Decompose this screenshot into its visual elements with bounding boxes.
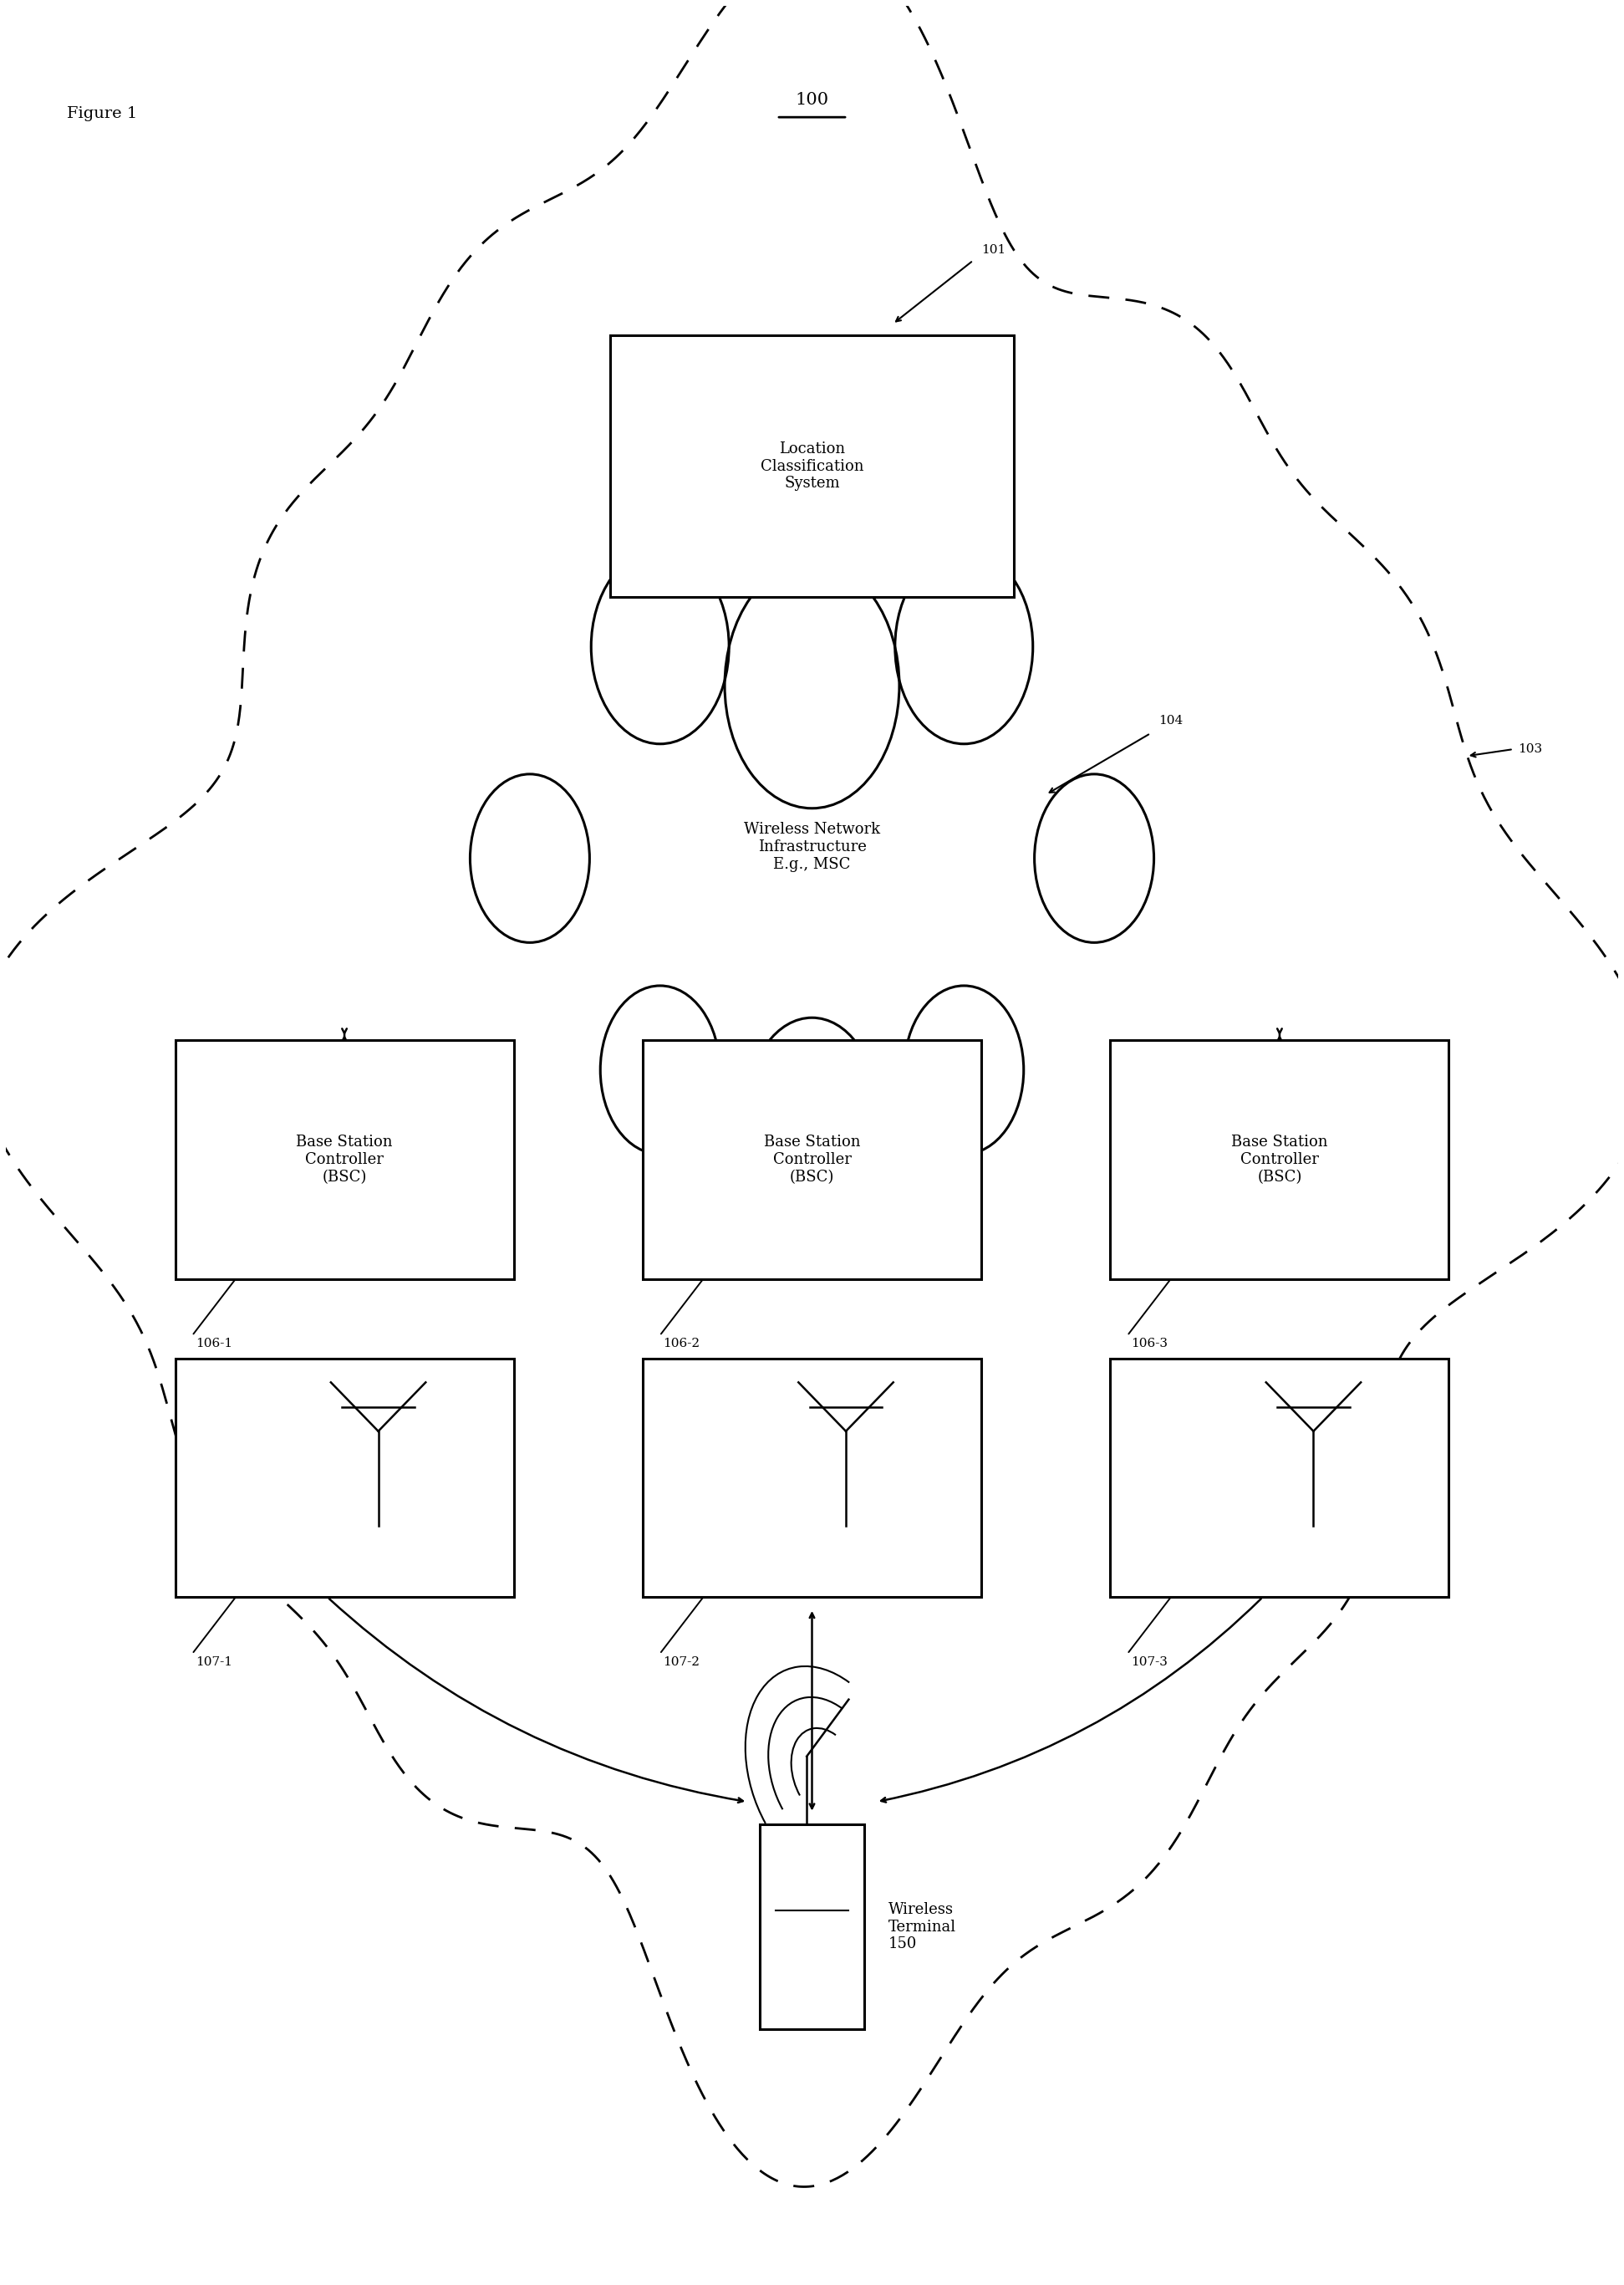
Text: Base Station
Controller
(BSC): Base Station Controller (BSC) — [763, 1136, 861, 1184]
FancyBboxPatch shape — [175, 1360, 513, 1597]
FancyBboxPatch shape — [643, 1360, 981, 1597]
Text: 107-3: 107-3 — [1130, 1657, 1168, 1668]
Text: 104: 104 — [1158, 715, 1184, 727]
Circle shape — [591, 548, 729, 745]
Circle shape — [469, 775, 590, 941]
Circle shape — [724, 562, 900, 809]
FancyBboxPatch shape — [760, 1823, 864, 2029]
Text: Base Station
Controller
(BSC): Base Station Controller (BSC) — [296, 1136, 393, 1184]
Text: Base Station
Controller
(BSC): Base Station Controller (BSC) — [1231, 1136, 1328, 1184]
FancyBboxPatch shape — [643, 1040, 981, 1280]
Text: Location
Classification
System: Location Classification System — [760, 441, 864, 491]
FancyBboxPatch shape — [175, 1040, 513, 1280]
Text: 106-1: 106-1 — [195, 1339, 232, 1350]
Circle shape — [1034, 775, 1155, 941]
Text: 103: 103 — [1518, 743, 1543, 754]
Text: Figure 1: Figure 1 — [67, 105, 138, 121]
Text: 107-1: 107-1 — [195, 1657, 232, 1668]
Circle shape — [895, 548, 1033, 745]
Text: 101: 101 — [981, 244, 1005, 256]
FancyBboxPatch shape — [1111, 1040, 1449, 1280]
FancyBboxPatch shape — [1111, 1360, 1449, 1597]
Text: 106-3: 106-3 — [1130, 1339, 1168, 1350]
Text: 107-2: 107-2 — [663, 1657, 700, 1668]
Circle shape — [905, 985, 1023, 1154]
FancyBboxPatch shape — [611, 336, 1013, 596]
Circle shape — [747, 1017, 877, 1200]
Circle shape — [601, 985, 719, 1154]
Text: 106-2: 106-2 — [663, 1339, 700, 1350]
Text: Wireless Network
Infrastructure
E.g., MSC: Wireless Network Infrastructure E.g., MS… — [744, 823, 880, 873]
Text: Wireless
Terminal
150: Wireless Terminal 150 — [888, 1901, 957, 1951]
Text: 100: 100 — [796, 91, 828, 107]
